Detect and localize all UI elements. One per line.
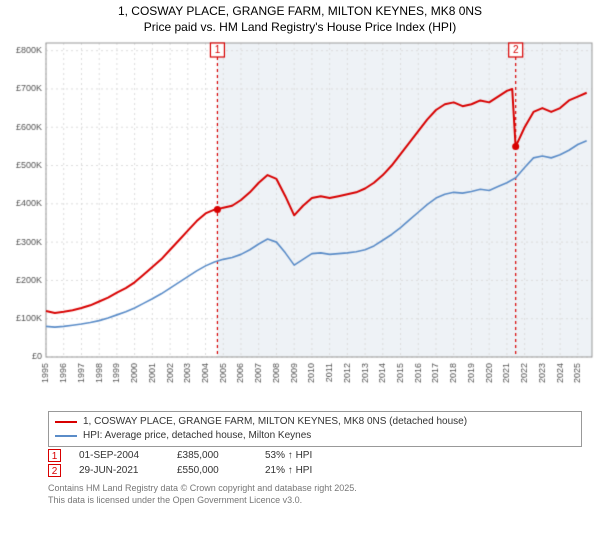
footer-line-1: Contains HM Land Registry data © Crown c… xyxy=(48,483,582,495)
sale-date-1: 01-SEP-2004 xyxy=(79,450,159,461)
footer-line-2: This data is licensed under the Open Gov… xyxy=(48,495,582,507)
sale-price-2: £550,000 xyxy=(177,465,247,476)
sale-delta-2: 21% ↑ HPI xyxy=(265,465,312,476)
legend-row-1: 1, COSWAY PLACE, GRANGE FARM, MILTON KEY… xyxy=(55,415,575,429)
legend-label-2: HPI: Average price, detached house, Milt… xyxy=(83,429,311,443)
sale-delta-1: 53% ↑ HPI xyxy=(265,450,312,461)
legend-label-1: 1, COSWAY PLACE, GRANGE FARM, MILTON KEY… xyxy=(83,415,467,429)
chart-area xyxy=(0,37,600,407)
line-chart-canvas xyxy=(0,37,600,407)
sale-marker-2-icon: 2 xyxy=(48,464,61,477)
sale-row-2: 2 29-JUN-2021 £550,000 21% ↑ HPI xyxy=(48,464,582,477)
title-block: 1, COSWAY PLACE, GRANGE FARM, MILTON KEY… xyxy=(0,0,600,37)
legend-swatch-1 xyxy=(55,421,77,423)
sale-marker-1-icon: 1 xyxy=(48,449,61,462)
legend-box: 1, COSWAY PLACE, GRANGE FARM, MILTON KEY… xyxy=(48,411,582,447)
title-line-2: Price paid vs. HM Land Registry's House … xyxy=(0,20,600,36)
chart-container: 1, COSWAY PLACE, GRANGE FARM, MILTON KEY… xyxy=(0,0,600,560)
sale-date-2: 29-JUN-2021 xyxy=(79,465,159,476)
legend-swatch-2 xyxy=(55,435,77,437)
title-line-1: 1, COSWAY PLACE, GRANGE FARM, MILTON KEY… xyxy=(0,4,600,20)
sale-price-1: £385,000 xyxy=(177,450,247,461)
sale-row-1: 1 01-SEP-2004 £385,000 53% ↑ HPI xyxy=(48,449,582,462)
footer: Contains HM Land Registry data © Crown c… xyxy=(48,483,582,506)
legend-row-2: HPI: Average price, detached house, Milt… xyxy=(55,429,575,443)
